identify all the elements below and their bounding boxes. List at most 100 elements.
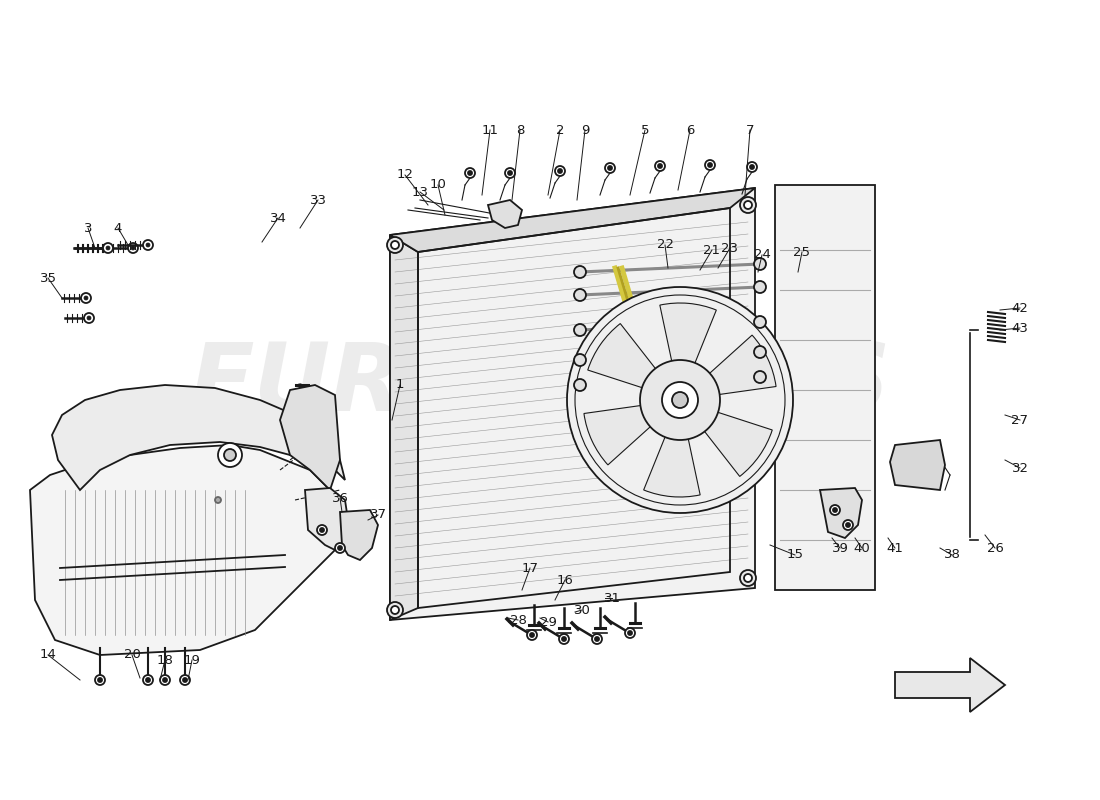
Circle shape — [740, 570, 756, 586]
Circle shape — [843, 520, 852, 530]
Text: 6: 6 — [685, 123, 694, 137]
Wedge shape — [700, 335, 777, 396]
Circle shape — [390, 606, 399, 614]
Circle shape — [98, 678, 102, 682]
Circle shape — [95, 675, 104, 685]
Circle shape — [465, 168, 475, 178]
Polygon shape — [390, 235, 418, 620]
Circle shape — [833, 508, 837, 512]
Text: 37: 37 — [370, 509, 386, 522]
Circle shape — [654, 161, 666, 171]
Circle shape — [625, 628, 635, 638]
Text: 26: 26 — [987, 542, 1003, 554]
Circle shape — [574, 324, 586, 336]
Circle shape — [595, 637, 600, 641]
Circle shape — [558, 169, 562, 173]
Circle shape — [574, 354, 586, 366]
Text: 17: 17 — [521, 562, 539, 574]
Circle shape — [754, 281, 766, 293]
Text: 42: 42 — [1012, 302, 1028, 314]
Circle shape — [103, 243, 113, 253]
Circle shape — [566, 287, 793, 513]
Text: 12: 12 — [396, 169, 414, 182]
Circle shape — [163, 678, 167, 682]
Circle shape — [84, 296, 88, 300]
Circle shape — [559, 634, 569, 644]
Circle shape — [705, 160, 715, 170]
Text: 4: 4 — [113, 222, 122, 234]
Circle shape — [128, 243, 138, 253]
Circle shape — [505, 168, 515, 178]
Circle shape — [608, 166, 612, 170]
Wedge shape — [587, 323, 663, 392]
Text: 41: 41 — [887, 542, 903, 554]
Circle shape — [320, 528, 324, 532]
Circle shape — [336, 543, 345, 553]
Circle shape — [87, 316, 91, 320]
Polygon shape — [895, 658, 1005, 712]
Circle shape — [84, 313, 94, 323]
Text: 31: 31 — [604, 591, 620, 605]
Circle shape — [143, 240, 153, 250]
Circle shape — [574, 289, 586, 301]
Text: 23: 23 — [722, 242, 738, 254]
Circle shape — [224, 449, 236, 461]
Circle shape — [180, 675, 190, 685]
Text: 43: 43 — [1012, 322, 1028, 334]
Text: 29: 29 — [540, 615, 557, 629]
Text: 18: 18 — [156, 654, 174, 666]
Circle shape — [183, 678, 187, 682]
Text: 10: 10 — [430, 178, 447, 191]
Wedge shape — [584, 404, 660, 465]
Circle shape — [131, 246, 135, 250]
Circle shape — [508, 171, 512, 175]
Circle shape — [754, 371, 766, 383]
Text: 14: 14 — [40, 649, 56, 662]
Circle shape — [830, 505, 840, 515]
Text: 24: 24 — [754, 249, 770, 262]
Text: EUROSPARES: EUROSPARES — [189, 339, 891, 431]
Circle shape — [338, 546, 342, 550]
Polygon shape — [280, 385, 340, 490]
Circle shape — [708, 163, 712, 167]
Circle shape — [662, 382, 698, 418]
Circle shape — [754, 258, 766, 270]
Circle shape — [106, 246, 110, 250]
Polygon shape — [488, 200, 522, 228]
Circle shape — [143, 675, 153, 685]
Text: 16: 16 — [557, 574, 573, 586]
Circle shape — [650, 370, 710, 430]
Text: 34: 34 — [270, 211, 286, 225]
Polygon shape — [305, 488, 348, 550]
Polygon shape — [820, 488, 862, 538]
Text: 2: 2 — [556, 123, 564, 137]
Text: 30: 30 — [573, 603, 591, 617]
Text: 39: 39 — [832, 542, 848, 554]
Text: 15: 15 — [786, 549, 803, 562]
Polygon shape — [30, 445, 345, 655]
Circle shape — [468, 171, 472, 175]
Text: 36: 36 — [331, 491, 349, 505]
Wedge shape — [644, 425, 701, 497]
Text: 13: 13 — [411, 186, 429, 198]
Circle shape — [672, 392, 688, 408]
Polygon shape — [390, 188, 755, 620]
Text: 40: 40 — [854, 542, 870, 554]
Circle shape — [750, 165, 754, 169]
Circle shape — [218, 443, 242, 467]
Text: 7: 7 — [746, 123, 755, 137]
Polygon shape — [390, 188, 755, 252]
Polygon shape — [890, 440, 945, 490]
Circle shape — [592, 634, 602, 644]
Circle shape — [628, 631, 632, 635]
Circle shape — [754, 346, 766, 358]
Wedge shape — [660, 303, 716, 375]
Circle shape — [530, 633, 533, 637]
Circle shape — [562, 637, 566, 641]
Text: 33: 33 — [309, 194, 327, 206]
Circle shape — [740, 197, 756, 213]
Wedge shape — [696, 408, 772, 477]
Text: 9: 9 — [581, 123, 590, 137]
Circle shape — [846, 523, 850, 527]
Circle shape — [146, 243, 150, 247]
